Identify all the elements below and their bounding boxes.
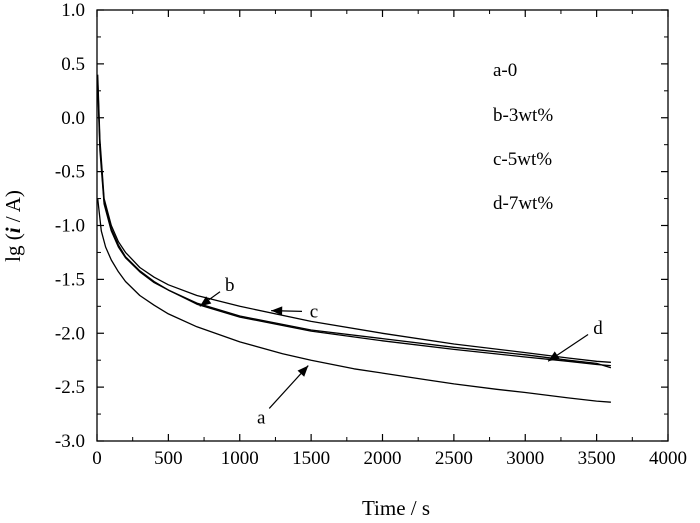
legend: a-0 b-3wt% c-5wt% d-7wt%	[493, 60, 553, 214]
x-tick-label: 3000	[506, 448, 544, 469]
x-tick-label: 0	[92, 448, 102, 469]
x-tick-label: 1500	[292, 448, 330, 469]
y-tick-label: -3.0	[55, 431, 85, 452]
callout-arrowhead-c	[271, 306, 283, 316]
series-line-a	[97, 198, 611, 403]
legend-entry-d: d-7wt%	[493, 193, 553, 214]
callout-arrowhead-b	[199, 296, 212, 307]
x-axis-title: Time / s	[362, 496, 430, 520]
series-line-d	[97, 79, 612, 369]
x-tick-label: 1000	[221, 448, 259, 469]
plot-area	[96, 9, 669, 442]
y-tick-label: 0.0	[61, 108, 85, 129]
callout-label-c: c	[310, 302, 318, 323]
y-axis-title-prefix: lg (	[1, 233, 25, 262]
y-tick-label: -1.5	[55, 269, 85, 290]
callout-label-a: a	[257, 407, 266, 428]
y-tick-label: -2.0	[55, 323, 85, 344]
series-layer	[97, 74, 612, 403]
x-tick-label: 2000	[364, 448, 402, 469]
x-tick-label: 3500	[578, 448, 616, 469]
y-axis-title-italic: i	[1, 227, 25, 233]
legend-entry-b: b-3wt%	[493, 105, 553, 126]
callout-arrowhead-a	[297, 365, 309, 377]
y-tick-label: -0.5	[55, 162, 85, 183]
y-axis-title: lg (i / A)	[1, 190, 25, 262]
x-axis: 0 500 1000 1500 2000 2500 3000 3500 4000	[92, 10, 687, 469]
x-tick-label: 2500	[435, 448, 473, 469]
series-line-c	[97, 74, 611, 363]
legend-entry-c: c-5wt%	[493, 149, 552, 170]
legend-entry-a: a-0	[493, 60, 517, 81]
callout-arrowhead-d	[548, 351, 560, 362]
y-tick-label: 1.0	[61, 0, 85, 21]
callout-label-d: d	[593, 318, 603, 339]
y-tick-label: -2.5	[55, 377, 85, 398]
plot-frame	[96, 9, 669, 442]
callout-label-b: b	[225, 275, 235, 296]
y-axis-title-suffix: / A)	[1, 190, 25, 227]
y-tick-label: 0.5	[61, 54, 85, 75]
series-line-b	[97, 85, 611, 367]
annotation-layer: a b c d	[199, 275, 603, 428]
y-axis: 1.0 0.5 0.0 -0.5 -1.0 -1.5 -2.0 -2.5 -3.0	[55, 0, 668, 452]
x-tick-label: 500	[154, 448, 183, 469]
y-tick-label: -1.0	[55, 216, 85, 237]
x-tick-label: 4000	[649, 448, 687, 469]
